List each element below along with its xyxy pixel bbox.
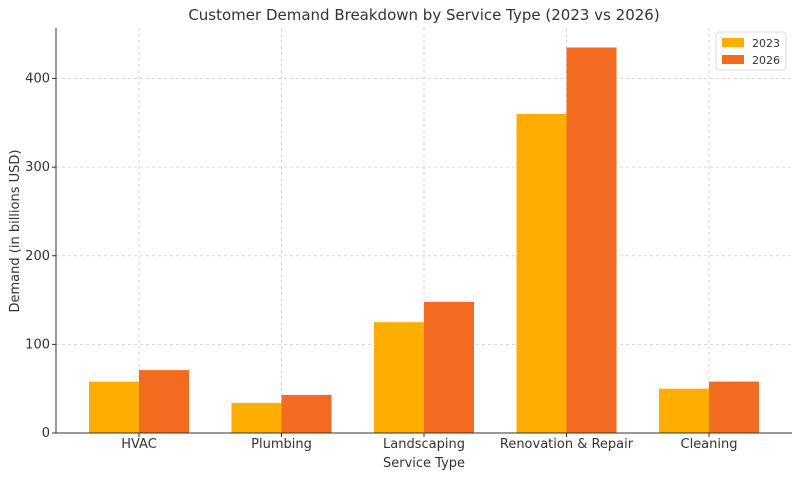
bar-2026	[424, 301, 474, 433]
y-tick-label: 400	[25, 72, 50, 87]
bar-2026	[709, 381, 759, 433]
legend-label: 2023	[752, 37, 780, 50]
x-ticks: HVAC Plumbing Landscaping Renovation & Repa…	[121, 433, 738, 452]
y-tick-label: 300	[25, 160, 50, 175]
chart-title: Customer Demand Breakdown by Service Typ…	[188, 6, 659, 24]
bar-2023	[659, 388, 709, 433]
bar-2026	[281, 394, 332, 433]
bar-2023	[231, 402, 282, 433]
bars	[89, 47, 759, 434]
legend-swatch	[722, 55, 744, 64]
bar-2026	[139, 370, 189, 433]
bar-2026	[566, 47, 617, 434]
y-tick-label: 100	[25, 337, 50, 352]
y-axis-label: Demand (in billions USD)	[8, 150, 23, 313]
grid	[56, 28, 792, 434]
x-tick-label: Landscaping	[383, 437, 465, 452]
legend-swatch	[722, 38, 744, 47]
legend-label: 2026	[752, 54, 780, 67]
bar-2023	[516, 113, 567, 433]
x-tick-label: Plumbing	[251, 437, 312, 452]
y-tick-label: 0	[42, 426, 50, 441]
x-axis-label: Service Type	[383, 456, 465, 471]
y-tick-label: 200	[25, 249, 50, 264]
bar-2023	[374, 322, 424, 433]
y-ticks: 0 100 200 300 400	[25, 72, 56, 441]
x-tick-label: Cleaning	[681, 437, 738, 452]
bar-2023	[89, 381, 139, 433]
x-tick-label: Renovation & Repair	[500, 437, 634, 452]
legend: 2023 2026	[715, 31, 787, 71]
x-tick-label: HVAC	[121, 437, 157, 452]
